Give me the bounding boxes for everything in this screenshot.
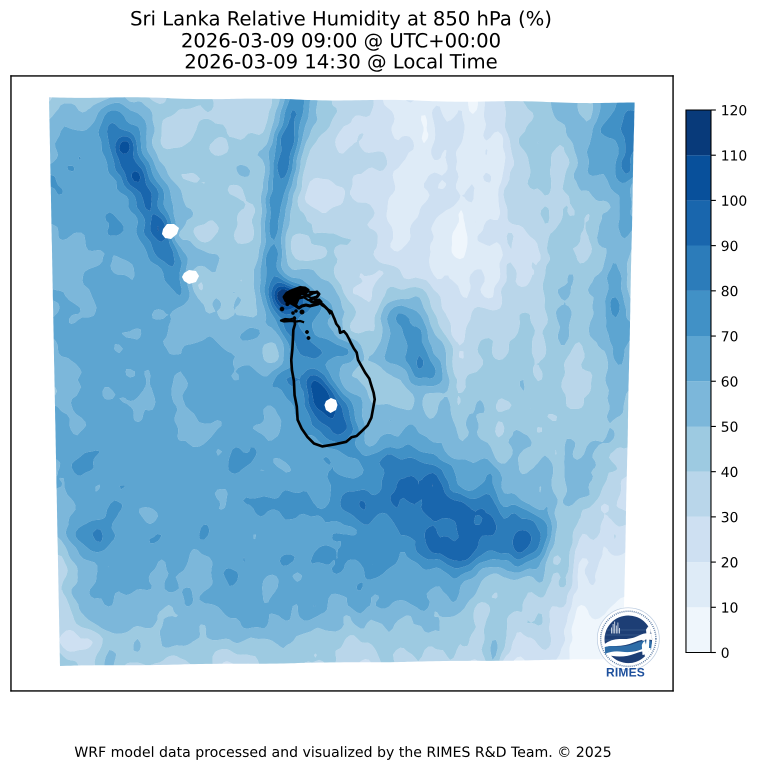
svg-text:RIMES: RIMES [606,666,645,680]
